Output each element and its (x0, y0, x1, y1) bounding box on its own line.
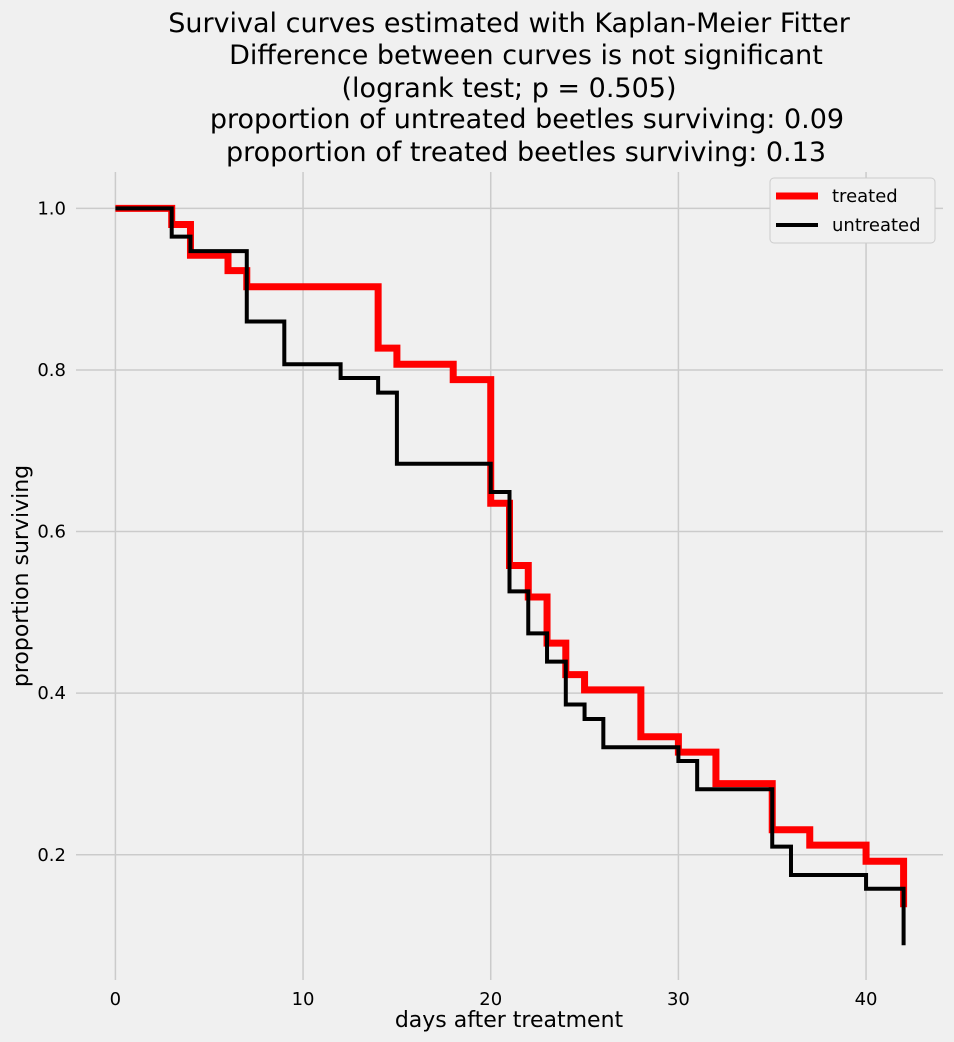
legend: treated untreated (769, 177, 936, 244)
y-tick-label: 0.4 (37, 683, 66, 704)
series-group (115, 204, 908, 946)
y-tick-label: 0.2 (37, 845, 66, 866)
title-line: proportion of untreated beetles survivin… (210, 104, 844, 135)
x-tick-label: 10 (292, 989, 315, 1010)
legend-label-treated: treated (832, 186, 898, 207)
x-tick-label: 20 (479, 989, 502, 1010)
legend-label-untreated: untreated (832, 215, 921, 236)
x-tick-label: 30 (667, 989, 690, 1010)
x-axis-label: days after treatment (395, 1008, 624, 1033)
title-line: proportion of treated beetles surviving:… (226, 137, 826, 168)
series-line-untreated (115, 206, 906, 946)
x-axis-ticks: 0 10 20 30 40 (110, 989, 878, 1010)
x-tick-label: 0 (110, 989, 121, 1010)
title-line: Survival curves estimated with Kaplan-Me… (168, 8, 851, 39)
chart-title: Survival curves estimated with Kaplan-Me… (168, 8, 851, 168)
y-tick-label: 0.6 (37, 522, 66, 543)
y-axis-label: proportion surviving (9, 465, 34, 687)
title-line: (logrank test; p = 0.505) (342, 73, 677, 104)
y-tick-label: 1.0 (37, 198, 66, 219)
x-tick-label: 40 (855, 989, 878, 1010)
y-tick-label: 0.8 (37, 360, 66, 381)
y-axis-ticks: 0.2 0.4 0.6 0.8 1.0 (37, 198, 66, 865)
title-line: Difference between curves is not signifi… (229, 40, 823, 71)
